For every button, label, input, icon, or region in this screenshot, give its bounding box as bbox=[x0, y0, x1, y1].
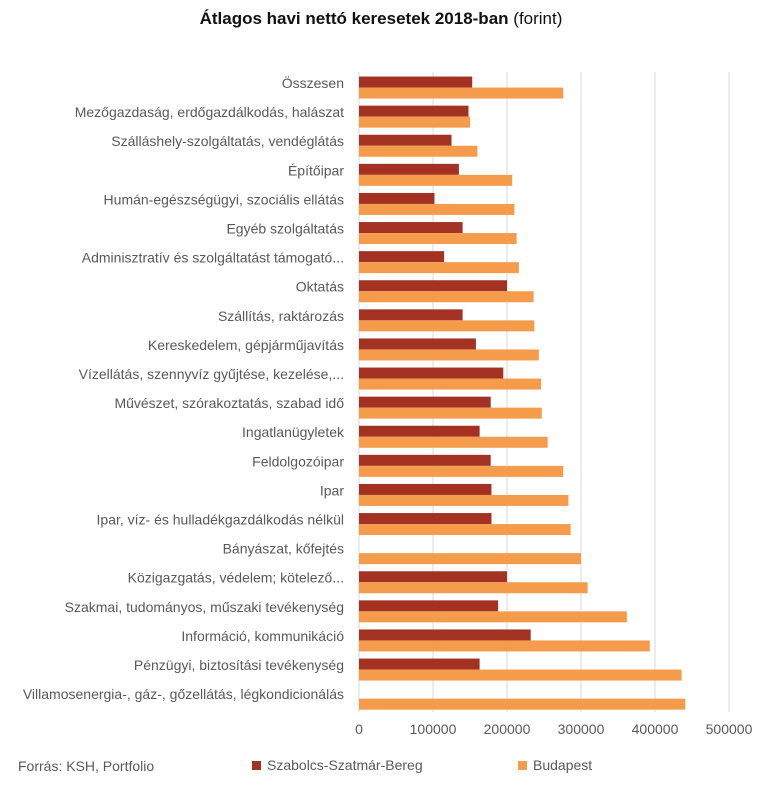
bar-szabolcs bbox=[359, 629, 531, 641]
category-label: Oktatás bbox=[296, 279, 344, 295]
category-label: Információ, kommunikáció bbox=[181, 628, 344, 644]
category-label: Szálláshely-szolgáltatás, vendéglátás bbox=[111, 133, 344, 149]
category-label: Adminisztratív és szolgáltatást támogató… bbox=[82, 250, 344, 266]
bar-szabolcs bbox=[359, 338, 476, 350]
bar-szabolcs bbox=[359, 134, 452, 146]
bar-budapest bbox=[359, 203, 515, 215]
category-label: Egyéb szolgáltatás bbox=[226, 221, 344, 237]
bar-szabolcs bbox=[359, 600, 499, 612]
bar-budapest bbox=[359, 407, 542, 419]
category-label: Pénzügyi, biztosítási tevékenység bbox=[134, 657, 344, 673]
category-label: Kereskedelem, gépjárműjavítás bbox=[148, 337, 344, 353]
bar-budapest bbox=[359, 378, 542, 390]
bar-budapest bbox=[359, 524, 571, 536]
category-label: Ipar bbox=[320, 482, 344, 498]
bar-budapest bbox=[359, 233, 517, 245]
bar-szabolcs bbox=[359, 309, 463, 321]
x-tick-label: 200000 bbox=[484, 721, 531, 737]
bar-budapest bbox=[359, 698, 686, 710]
bar-budapest bbox=[359, 436, 548, 448]
bar-budapest bbox=[359, 116, 470, 128]
bars bbox=[359, 76, 686, 710]
bar-szabolcs bbox=[359, 396, 491, 408]
bar-budapest bbox=[359, 611, 627, 623]
chart-title: Átlagos havi nettó keresetek 2018-ban bbox=[199, 9, 509, 28]
category-label: Ipar, víz- és hulladékgazdálkodás nélkül bbox=[97, 512, 344, 528]
bar-szabolcs bbox=[359, 425, 480, 437]
bar-szabolcs bbox=[359, 454, 491, 466]
bar-budapest bbox=[359, 349, 539, 361]
x-tick-label: 300000 bbox=[558, 721, 605, 737]
category-label: Villamosenergia-, gáz-, gőzellátás, légk… bbox=[23, 686, 344, 702]
bar-budapest bbox=[359, 669, 682, 681]
category-label: Szállítás, raktározás bbox=[218, 308, 344, 324]
bar-szabolcs bbox=[359, 483, 492, 495]
bar-budapest bbox=[359, 640, 650, 652]
x-tick-label: 400000 bbox=[632, 721, 679, 737]
category-label: Bányászat, kőfejtés bbox=[223, 541, 344, 557]
bar-budapest bbox=[359, 465, 564, 477]
bar-budapest bbox=[359, 582, 588, 594]
bar-szabolcs bbox=[359, 571, 507, 583]
legend-swatch-budapest bbox=[518, 760, 527, 770]
legend-label-budapest: Budapest bbox=[533, 757, 593, 773]
bar-szabolcs bbox=[359, 105, 469, 117]
category-label: Humán-egészségügyi, szociális ellátás bbox=[104, 191, 344, 207]
bar-szabolcs bbox=[359, 513, 492, 525]
bar-budapest bbox=[359, 320, 535, 332]
bar-szabolcs bbox=[359, 367, 504, 379]
bar-budapest bbox=[359, 145, 478, 157]
legend-label-szabolcs: Szabolcs-Szatmár-Bereg bbox=[267, 757, 423, 773]
bar-szabolcs bbox=[359, 192, 435, 204]
legend-swatch-szabolcs bbox=[252, 760, 261, 770]
bar-szabolcs bbox=[359, 76, 473, 88]
bar-szabolcs bbox=[359, 222, 463, 234]
category-label: Vízellátás, szennyvíz gyűjtése, kezelése… bbox=[79, 366, 344, 382]
category-label: Ingatlanügyletek bbox=[242, 424, 345, 440]
bar-budapest bbox=[359, 262, 519, 274]
bar-budapest bbox=[359, 291, 534, 303]
legend-item-szabolcs: Szabolcs-Szatmár-Bereg bbox=[252, 757, 423, 773]
source-note: Forrás: KSH, Portfolio bbox=[18, 758, 155, 774]
chart-title-wrap: Átlagos havi nettó keresetek 2018-ban (f… bbox=[0, 9, 762, 29]
bar-budapest bbox=[359, 174, 513, 186]
bar-budapest bbox=[359, 494, 569, 506]
category-label: Összesen bbox=[282, 74, 344, 91]
category-label: Mezőgazdaság, erdőgazdálkodás, halászat bbox=[75, 104, 344, 120]
bar-budapest bbox=[359, 553, 581, 565]
bar-szabolcs bbox=[359, 658, 480, 670]
category-label: Közigazgatás, védelem; kötelező... bbox=[128, 570, 344, 586]
category-label: Művészet, szórakoztatás, szabad idő bbox=[114, 395, 344, 411]
chart-subtitle: (forint) bbox=[513, 9, 563, 28]
bar-budapest bbox=[359, 87, 564, 99]
category-label: Építőipar bbox=[288, 162, 344, 178]
bar-szabolcs bbox=[359, 251, 445, 263]
legend-item-budapest: Budapest bbox=[518, 757, 592, 773]
category-label: Feldolgozóipar bbox=[252, 453, 344, 469]
category-labels: Összesen Mezőgazdaság, erdőgazdálkodás, h… bbox=[23, 74, 345, 702]
x-tick-label: 100000 bbox=[410, 721, 457, 737]
x-tick-labels: 0 100000 200000 300000 400000 500000 bbox=[355, 721, 752, 737]
category-label: Szakmai, tudományos, műszaki tevékenység bbox=[65, 599, 344, 615]
x-tick-label: 0 bbox=[355, 721, 363, 737]
bar-szabolcs bbox=[359, 280, 507, 292]
bar-szabolcs bbox=[359, 163, 459, 175]
x-tick-label: 500000 bbox=[706, 721, 753, 737]
